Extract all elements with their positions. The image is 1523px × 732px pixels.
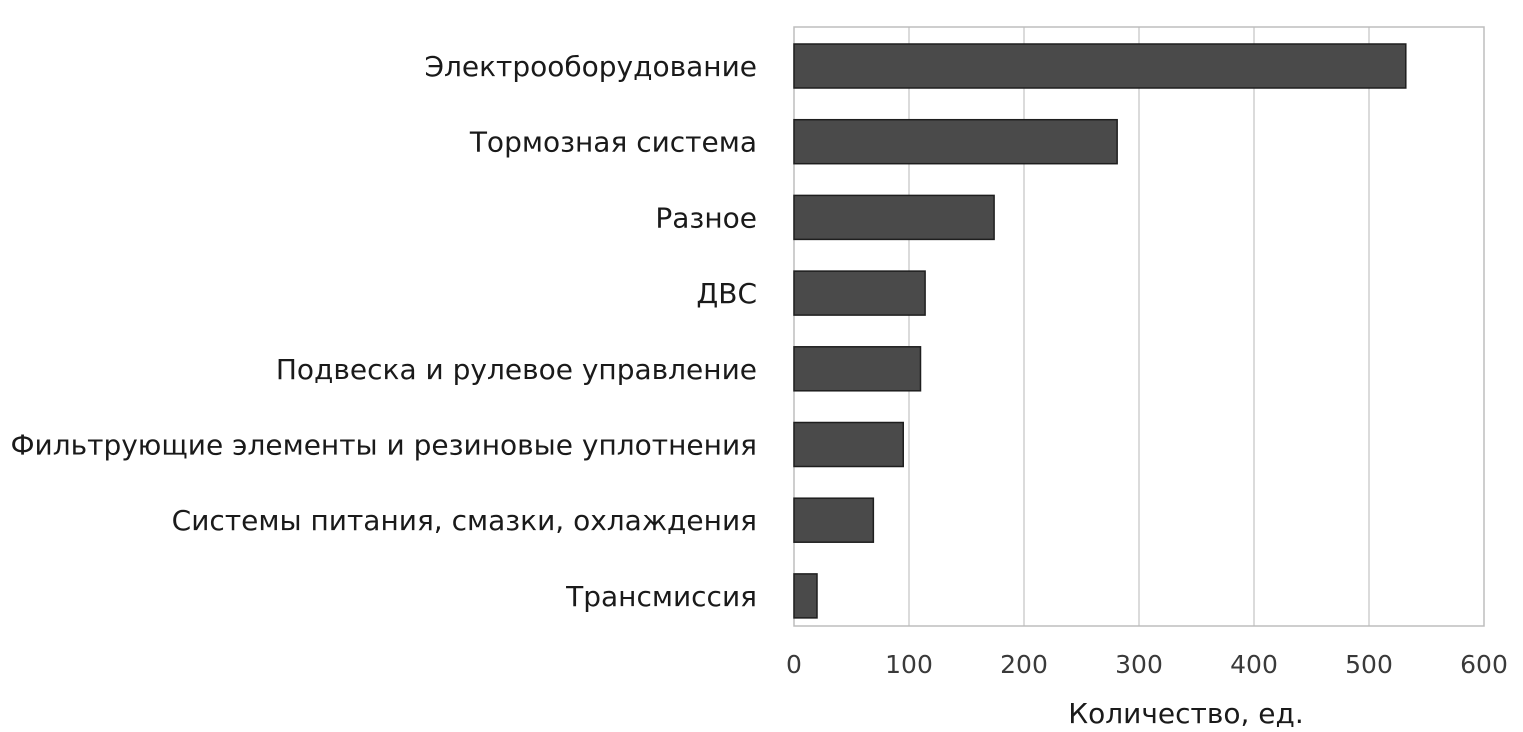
x-tick-label: 600: [1460, 650, 1508, 679]
category-label: Тормозная система: [469, 126, 757, 159]
bar: [793, 43, 1407, 89]
gridlines: [908, 27, 1370, 626]
category-label: Системы питания, смазки, охлаждения: [172, 504, 757, 537]
category-label: Подвеска и рулевое управление: [276, 353, 757, 386]
bar: [793, 421, 904, 468]
x-tick-label: 100: [885, 650, 933, 679]
x-tick-labels: 0 100 200 300 400 500 600: [786, 650, 1508, 679]
bars: [793, 43, 1407, 619]
bar: [793, 194, 995, 241]
category-label: Электрооборудование: [424, 50, 757, 83]
bar: [793, 573, 818, 619]
plot-frame: [793, 26, 1485, 627]
category-labels: Электрооборудование Тормозная система Разн…: [10, 50, 757, 613]
x-tick-label: 500: [1345, 650, 1393, 679]
x-tick-label: 0: [786, 650, 802, 679]
x-tick-label: 400: [1230, 650, 1278, 679]
category-label: Разное: [655, 201, 757, 234]
bar: [793, 497, 875, 543]
category-label: ДВС: [696, 277, 757, 310]
category-label: Трансмиссия: [565, 580, 757, 613]
x-axis-title: Количество, ед.: [1068, 697, 1304, 730]
x-tick-label: 200: [1000, 650, 1048, 679]
bar: [793, 118, 1118, 165]
bar: [793, 270, 926, 316]
category-label: Фильтрующие элементы и резиновые уплотне…: [10, 429, 757, 462]
bar: [793, 346, 922, 392]
x-tick-label: 300: [1115, 650, 1163, 679]
